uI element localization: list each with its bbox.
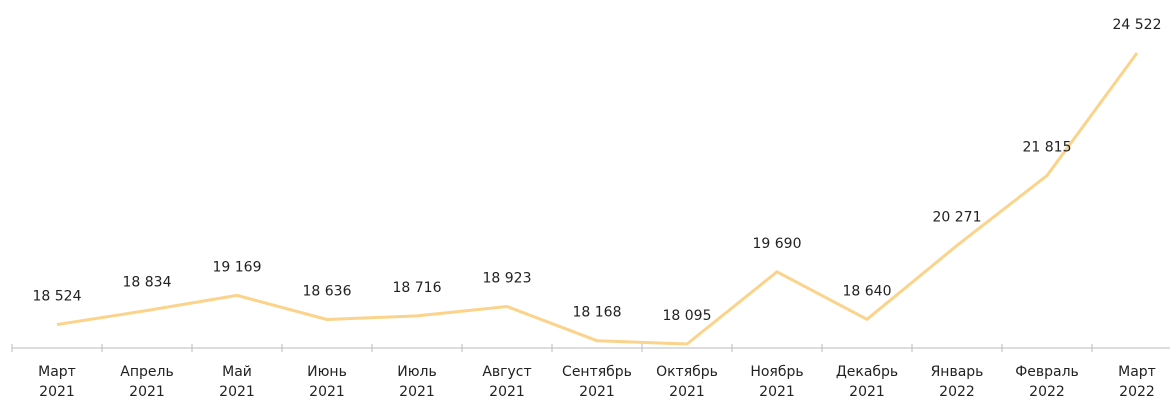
data-label: 18 524 [33, 289, 82, 305]
data-label: 18 834 [123, 275, 172, 291]
data-label: 18 716 [393, 280, 442, 296]
data-label: 24 522 [1113, 17, 1162, 33]
x-tick-label: Декабрь 2021 [835, 364, 899, 400]
x-tick-label: Октябрь 2021 [656, 364, 718, 400]
x-tick-label: Апрель 2021 [120, 364, 174, 400]
data-label: 18 636 [303, 284, 352, 300]
x-tick-label: Март 2022 [1118, 364, 1156, 400]
data-label: 18 168 [573, 305, 622, 321]
data-label: 20 271 [933, 209, 982, 225]
data-label: 18 640 [843, 283, 892, 299]
x-tick-label: Май 2021 [219, 364, 255, 400]
x-tick-label: Август 2021 [482, 364, 532, 400]
data-label: 19 690 [753, 236, 802, 252]
line [56, 52, 1139, 346]
data-label: 18 095 [663, 308, 712, 324]
x-tick-label: Июль 2021 [397, 364, 437, 400]
data-label: 18 923 [483, 271, 532, 287]
x-tick-label: Март 2021 [38, 364, 76, 400]
x-tick-label: Январь 2022 [930, 364, 984, 400]
data-label: 19 169 [213, 259, 262, 275]
data-label: 21 815 [1023, 140, 1072, 156]
x-tick-label: Июнь 2021 [307, 364, 347, 400]
x-tick-label: Февраль 2022 [1015, 364, 1079, 400]
x-tick-label: Сентябрь 2021 [562, 364, 632, 400]
x-tick-label: Ноябрь 2021 [750, 364, 804, 400]
